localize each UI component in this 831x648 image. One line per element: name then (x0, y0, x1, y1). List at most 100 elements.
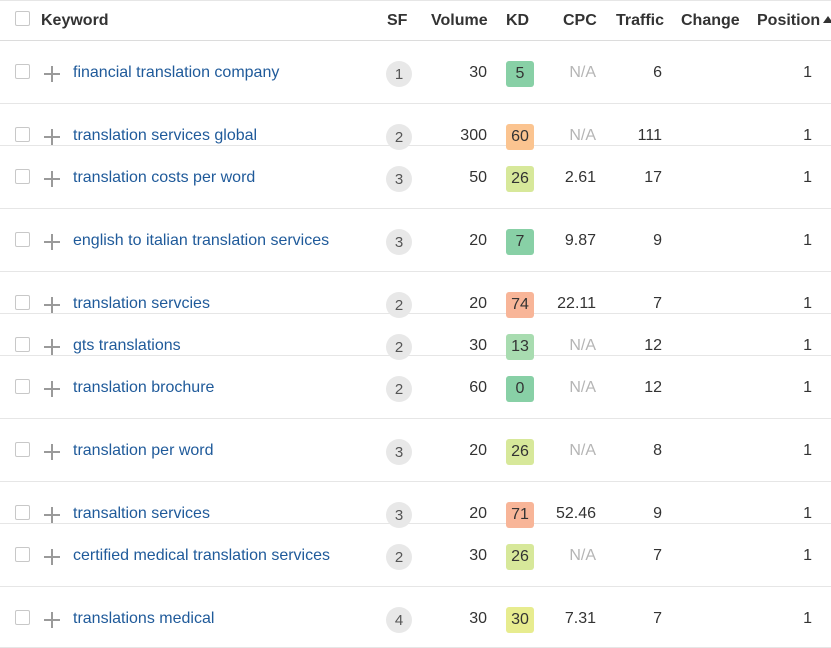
keyword-link[interactable]: gts translations (73, 337, 181, 354)
column-header-position[interactable]: Position (757, 12, 831, 30)
serp-features-badge[interactable]: 3 (386, 166, 412, 192)
serp-features-badge[interactable]: 3 (386, 229, 412, 255)
column-header-sf[interactable]: SF (387, 11, 408, 29)
add-keyword-plus-icon[interactable] (44, 234, 60, 250)
table-row: translation brochure 2 60 0 N/A 12 1 (0, 356, 831, 419)
row-checkbox[interactable] (15, 547, 30, 562)
position-value: 1 (803, 127, 812, 144)
kd-badge: 0 (506, 376, 534, 402)
table-row: transaltion services 3 20 71 52.46 9 1 (0, 482, 831, 528)
keyword-link[interactable]: transaltion services (73, 505, 210, 522)
keyword-link[interactable]: translation servcies (73, 295, 210, 312)
position-value: 1 (803, 379, 812, 396)
serp-features-badge[interactable]: 2 (386, 376, 412, 402)
cpc-value: N/A (569, 442, 596, 459)
add-keyword-plus-icon[interactable] (44, 507, 60, 523)
cpc-value: 52.46 (555, 505, 596, 522)
position-value: 1 (803, 610, 812, 627)
kd-badge: 74 (506, 292, 534, 318)
volume-value: 30 (469, 547, 487, 564)
position-value: 1 (803, 169, 812, 186)
position-value: 1 (803, 505, 812, 522)
volume-value: 30 (469, 64, 487, 81)
row-checkbox[interactable] (15, 379, 30, 394)
row-checkbox[interactable] (15, 127, 30, 142)
column-header-kd[interactable]: KD (506, 11, 530, 29)
row-checkbox[interactable] (15, 64, 30, 79)
table-row: translation servcies 2 20 74 22.11 7 1 (0, 272, 831, 318)
traffic-value: 7 (653, 547, 662, 564)
serp-features-badge[interactable]: 2 (386, 544, 412, 570)
add-keyword-plus-icon[interactable] (44, 444, 60, 460)
cpc-value: 9.87 (564, 232, 596, 249)
traffic-value: 7 (653, 610, 662, 627)
traffic-value: 8 (653, 442, 662, 459)
position-value: 1 (803, 547, 812, 564)
keyword-link[interactable]: english to italian translation services (73, 232, 330, 249)
cpc-value: N/A (569, 64, 596, 81)
keyword-link[interactable]: translation per word (73, 442, 214, 459)
table-row: translation per word 3 20 26 N/A 8 1 (0, 419, 831, 482)
traffic-value: 111 (637, 127, 662, 144)
volume-value: 20 (469, 442, 487, 459)
serp-features-badge[interactable]: 3 (386, 502, 412, 528)
add-keyword-plus-icon[interactable] (44, 339, 60, 355)
serp-features-badge[interactable]: 2 (386, 334, 412, 360)
column-header-keyword[interactable]: Keyword (41, 11, 109, 29)
table-row: translations medical 4 30 30 7.31 7 1 (0, 587, 831, 648)
select-all-checkbox[interactable] (15, 11, 30, 26)
table-row: translation services global 2 300 60 N/A 111 1 (0, 104, 831, 150)
table-row: translation costs per word 3 50 26 2.61 17 1 (0, 146, 831, 209)
serp-features-badge[interactable]: 2 (386, 124, 412, 150)
cpc-value: N/A (569, 127, 596, 144)
serp-features-badge[interactable]: 1 (386, 61, 412, 87)
kd-badge: 60 (506, 124, 534, 150)
keyword-link[interactable]: translations medical (73, 610, 215, 627)
kd-badge: 5 (506, 61, 534, 87)
cpc-value: N/A (569, 379, 596, 396)
serp-features-badge[interactable]: 3 (386, 439, 412, 465)
row-checkbox[interactable] (15, 505, 30, 520)
table-row: english to italian translation services 3… (0, 209, 831, 272)
column-header-cpc[interactable]: CPC (563, 11, 597, 29)
keyword-link[interactable]: translation brochure (73, 379, 215, 396)
add-keyword-plus-icon[interactable] (44, 549, 60, 565)
volume-value: 60 (469, 379, 487, 396)
traffic-value: 7 (653, 295, 662, 312)
add-keyword-plus-icon[interactable] (44, 297, 60, 313)
add-keyword-plus-icon[interactable] (44, 66, 60, 82)
row-checkbox[interactable] (15, 295, 30, 310)
row-checkbox[interactable] (15, 169, 30, 184)
row-checkbox[interactable] (15, 442, 30, 457)
cpc-value: 2.61 (564, 169, 596, 186)
volume-value: 50 (469, 169, 487, 186)
add-keyword-plus-icon[interactable] (44, 381, 60, 397)
traffic-value: 6 (653, 64, 662, 81)
add-keyword-plus-icon[interactable] (44, 129, 60, 145)
column-header-traffic[interactable]: Traffic (616, 11, 665, 29)
add-keyword-plus-icon[interactable] (44, 612, 60, 628)
row-checkbox[interactable] (15, 337, 30, 352)
column-header-volume[interactable]: Volume (431, 11, 488, 29)
kd-badge: 71 (506, 502, 534, 528)
keyword-link[interactable]: translation costs per word (73, 169, 256, 186)
serp-features-badge[interactable]: 2 (386, 292, 412, 318)
keyword-link[interactable]: financial translation company (73, 64, 280, 81)
row-checkbox[interactable] (15, 610, 30, 625)
position-value: 1 (803, 337, 812, 354)
keyword-link[interactable]: translation services global (73, 127, 258, 144)
table-row: gts translations 2 30 13 N/A 12 1 (0, 314, 831, 360)
traffic-value: 17 (644, 169, 662, 186)
traffic-value: 9 (653, 232, 662, 249)
row-checkbox[interactable] (15, 232, 30, 247)
kd-badge: 30 (506, 607, 534, 633)
table-header: Keyword SF Volume KD CPC Traffic Change … (0, 1, 831, 41)
position-value: 1 (803, 64, 812, 81)
add-keyword-plus-icon[interactable] (44, 171, 60, 187)
column-header-change[interactable]: Change (681, 11, 740, 29)
serp-features-badge[interactable]: 4 (386, 607, 412, 633)
traffic-value: 12 (644, 337, 662, 354)
keyword-link[interactable]: certified medical translation services (73, 547, 330, 564)
traffic-value: 12 (644, 379, 662, 396)
